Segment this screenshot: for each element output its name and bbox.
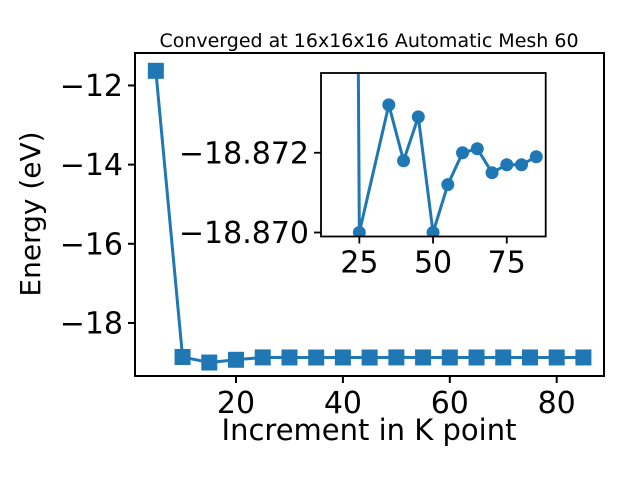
main-plot-frame xyxy=(134,52,605,377)
data-point-square xyxy=(548,349,565,366)
x-tick-label: 80 xyxy=(538,386,576,421)
y-tick-label: −18.870 xyxy=(179,216,309,251)
main-tick-marks: 20 40 60 80 −12 −14 −16 −18 xyxy=(60,69,576,421)
data-point-circle xyxy=(515,158,529,172)
x-tick-label: 25 xyxy=(340,246,378,281)
data-point-circle xyxy=(456,146,470,160)
data-point-circle xyxy=(470,142,484,156)
data-point-square xyxy=(308,349,325,366)
data-point-circle xyxy=(382,98,396,112)
inset-axes: 25 50 75 −18.872 −18.870 xyxy=(179,72,547,281)
y-tick-label: −14 xyxy=(60,148,123,183)
data-point-circle xyxy=(397,154,411,168)
y-tick-label: −18 xyxy=(60,306,123,341)
data-point-square xyxy=(201,354,218,371)
data-point-square xyxy=(468,349,485,366)
x-tick-label: 40 xyxy=(324,386,362,421)
data-point-square xyxy=(415,349,432,366)
data-point-square xyxy=(575,349,592,366)
data-point-square xyxy=(521,349,538,366)
y-axis-label: Energy (eV) xyxy=(14,131,47,296)
data-point-square xyxy=(441,349,458,366)
data-point-square xyxy=(281,349,298,366)
inset-series xyxy=(352,73,543,237)
data-point-square xyxy=(495,349,512,366)
y-tick-label: −16 xyxy=(60,227,123,262)
data-point-circle xyxy=(500,158,514,172)
data-point-circle xyxy=(426,226,440,237)
x-tick-label: 60 xyxy=(431,386,469,421)
x-tick-label: 75 xyxy=(488,246,526,281)
main-series xyxy=(147,62,592,371)
x-axis-label: Increment in K point xyxy=(222,413,517,447)
data-point-circle xyxy=(529,150,543,164)
main-axes: 20 40 60 80 −12 −14 −16 −18 Converged at 16x16x… xyxy=(14,30,605,447)
data-point-circle xyxy=(352,226,366,237)
inset-background xyxy=(321,73,546,237)
x-tick-label: 50 xyxy=(414,246,452,281)
data-point-square xyxy=(174,349,191,365)
data-point-square xyxy=(147,62,164,79)
data-point-circle xyxy=(485,166,499,180)
x-tick-label: 20 xyxy=(217,386,255,421)
chart-title: Converged at 16x16x16 Automatic Mesh 60 xyxy=(159,30,578,52)
data-point-square xyxy=(228,351,245,368)
data-point-circle xyxy=(411,110,425,124)
y-tick-label: −18.872 xyxy=(179,136,309,171)
data-point-square xyxy=(254,349,271,366)
inset-plot-frame xyxy=(320,72,547,238)
inset-tick-marks: 25 50 75 −18.872 −18.870 xyxy=(179,136,526,280)
data-point-square xyxy=(388,349,405,366)
data-point-circle xyxy=(441,178,455,192)
data-point-square xyxy=(361,349,378,366)
y-tick-label: −12 xyxy=(60,69,123,104)
data-point-square xyxy=(334,349,351,366)
